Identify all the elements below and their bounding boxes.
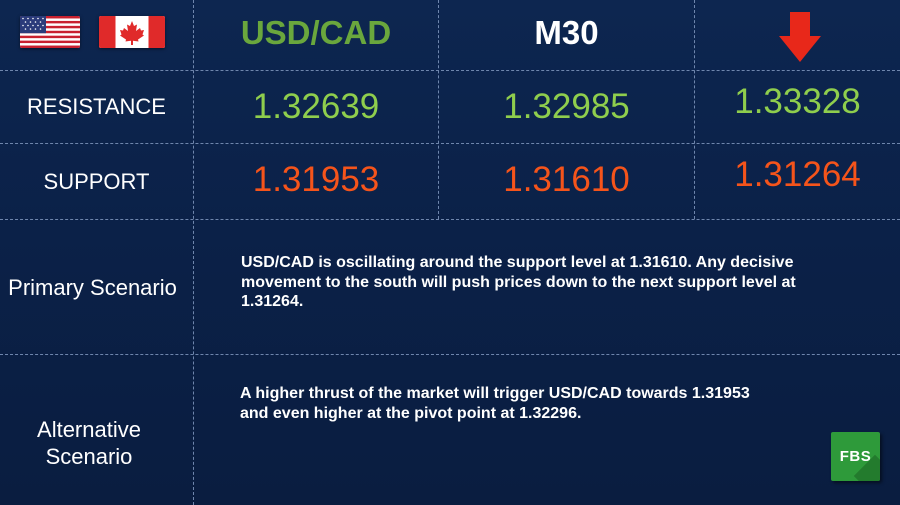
- resistance-level-3: 1.33328: [734, 82, 861, 121]
- alternative-scenario-label: Alternative Scenario: [0, 416, 178, 470]
- grid-line-scenarios: [0, 354, 900, 355]
- grid-line-col1: [193, 0, 194, 505]
- alternative-scenario-label-line1: Alternative: [37, 417, 141, 442]
- grid-line-col2: [438, 0, 439, 219]
- grid-line-col3: [694, 0, 695, 219]
- arrow-down-icon: [779, 12, 821, 62]
- resistance-level-2: 1.32985: [503, 87, 630, 126]
- support-level-2: 1.31610: [503, 160, 630, 199]
- timeframe-title: M30: [534, 14, 599, 51]
- alternative-scenario-text: A higher thrust of the market will trigg…: [240, 384, 830, 423]
- alternative-scenario-label-line2: Scenario: [45, 444, 133, 469]
- currency-pair-title: USD/CAD: [240, 14, 392, 51]
- grid-line-mid: [0, 143, 900, 144]
- alternative-scenario-text-line1: A higher thrust of the market will trigg…: [240, 385, 750, 402]
- us-flag-icon: [20, 16, 80, 48]
- fbs-logo: FBS: [831, 432, 880, 481]
- fbs-logo-text: FBS: [839, 448, 872, 465]
- grid-line-levels-bottom: [0, 219, 900, 220]
- alternative-scenario-text-line2: and even higher at the pivot point at 1.…: [240, 404, 582, 422]
- support-label: SUPPORT: [43, 169, 150, 194]
- resistance-level-1: 1.32639: [252, 87, 380, 126]
- grid-line-top: [0, 70, 900, 71]
- canada-flag-icon: [99, 16, 165, 48]
- support-level-3: 1.31264: [734, 155, 861, 194]
- support-level-1: 1.31953: [252, 160, 380, 199]
- primary-scenario-text: USD/CAD is oscillating around the suppor…: [241, 254, 796, 310]
- resistance-label: RESISTANCE: [27, 94, 166, 119]
- primary-scenario-label: Primary Scenario: [8, 274, 177, 300]
